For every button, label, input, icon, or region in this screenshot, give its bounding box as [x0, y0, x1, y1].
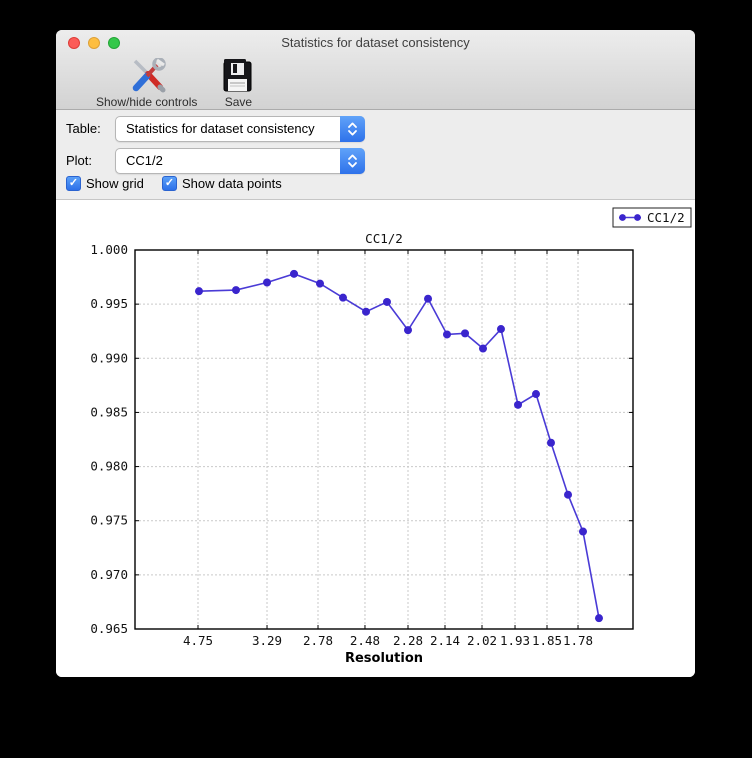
legend-label: CC1/2	[647, 210, 685, 225]
save-icon	[223, 58, 253, 94]
data-point	[564, 490, 573, 499]
data-point	[194, 287, 203, 296]
data-point	[594, 614, 603, 623]
data-point	[316, 279, 325, 288]
table-select[interactable]: Statistics for dataset consistency	[115, 116, 365, 142]
close-button[interactable]	[68, 37, 80, 49]
data-point	[496, 325, 505, 334]
minimize-button[interactable]	[88, 37, 100, 49]
x-tick-label: 2.28	[393, 633, 423, 648]
app-window: Statistics for dataset consistency	[56, 30, 695, 677]
window-chrome: Statistics for dataset consistency	[56, 30, 695, 110]
tools-icon	[126, 58, 168, 94]
traffic-lights	[68, 37, 120, 49]
window-titlebar[interactable]: Statistics for dataset consistency	[56, 30, 695, 56]
y-tick-label: 0.970	[90, 567, 128, 582]
y-tick-label: 0.975	[90, 513, 128, 528]
window-title: Statistics for dataset consistency	[281, 35, 470, 50]
x-tick-label: 2.02	[467, 633, 497, 648]
show-data-points-checkbox[interactable]: ✓	[162, 176, 177, 191]
data-point	[546, 438, 555, 447]
table-select-value: Statistics for dataset consistency	[126, 121, 315, 136]
show-grid-option[interactable]: ✓ Show grid	[66, 176, 144, 191]
show-grid-label: Show grid	[86, 176, 144, 191]
plot-label: Plot:	[66, 153, 93, 168]
y-tick-label: 0.995	[90, 296, 128, 311]
data-point	[290, 269, 299, 278]
data-point	[514, 400, 523, 409]
x-tick-label: 1.78	[563, 633, 593, 648]
y-tick-label: 1.000	[90, 242, 128, 257]
x-tick-label: 4.75	[183, 633, 213, 648]
x-tick-label: 1.93	[500, 633, 530, 648]
controls-panel: Table: Statistics for dataset consistenc…	[56, 110, 695, 200]
stepper-icon	[340, 148, 365, 174]
chart-area: 4.75 3.29 2.78 2.48 2.28 2.14 2.02 1.93 1.85 1.78…	[56, 200, 695, 677]
legend-box: CC1/2	[612, 207, 692, 228]
check-icon: ✓	[68, 177, 79, 189]
data-point	[461, 329, 470, 338]
data-point	[362, 307, 371, 316]
stepper-icon	[340, 116, 365, 142]
data-point	[339, 293, 348, 302]
table-label: Table:	[66, 121, 101, 136]
y-tick-label: 0.980	[90, 459, 128, 474]
data-point	[263, 278, 272, 287]
show-data-points-option[interactable]: ✓ Show data points	[162, 176, 282, 191]
data-point	[531, 390, 540, 399]
series-line	[198, 272, 600, 619]
show-grid-checkbox[interactable]: ✓	[66, 176, 81, 191]
y-tick-label: 0.965	[90, 621, 128, 636]
show-data-points-label: Show data points	[182, 176, 282, 191]
y-tick-label: 0.990	[90, 350, 128, 365]
save-label: Save	[224, 95, 253, 109]
x-tick-label: 1.85	[532, 633, 562, 648]
x-tick-label: 3.29	[252, 633, 282, 648]
data-point	[424, 294, 433, 303]
y-tick-label: 0.985	[90, 404, 128, 419]
x-tick-label: 2.78	[303, 633, 333, 648]
show-hide-controls-label: Show/hide controls	[96, 95, 198, 109]
plot-select[interactable]: CC1/2	[115, 148, 365, 174]
save-button[interactable]: Save	[223, 58, 253, 109]
plot-border	[134, 249, 634, 630]
data-point	[382, 297, 391, 306]
x-tick-label: 2.14	[430, 633, 460, 648]
x-axis-label: Resolution	[345, 651, 423, 666]
zoom-button[interactable]	[108, 37, 120, 49]
show-hide-controls-button[interactable]: Show/hide controls	[96, 58, 197, 109]
data-point	[404, 326, 413, 335]
x-tick-label: 2.48	[350, 633, 380, 648]
toolbar: Show/hide controls Save	[56, 56, 695, 109]
data-point	[442, 330, 451, 339]
data-point	[579, 527, 588, 536]
data-point	[231, 286, 240, 295]
plot-select-value: CC1/2	[126, 153, 163, 168]
data-point	[479, 344, 488, 353]
chart-title: CC1/2	[365, 231, 403, 246]
cc-half-chart: 4.75 3.29 2.78 2.48 2.28 2.14 2.02 1.93 1.85 1.78…	[90, 207, 692, 666]
check-icon: ✓	[164, 177, 175, 189]
